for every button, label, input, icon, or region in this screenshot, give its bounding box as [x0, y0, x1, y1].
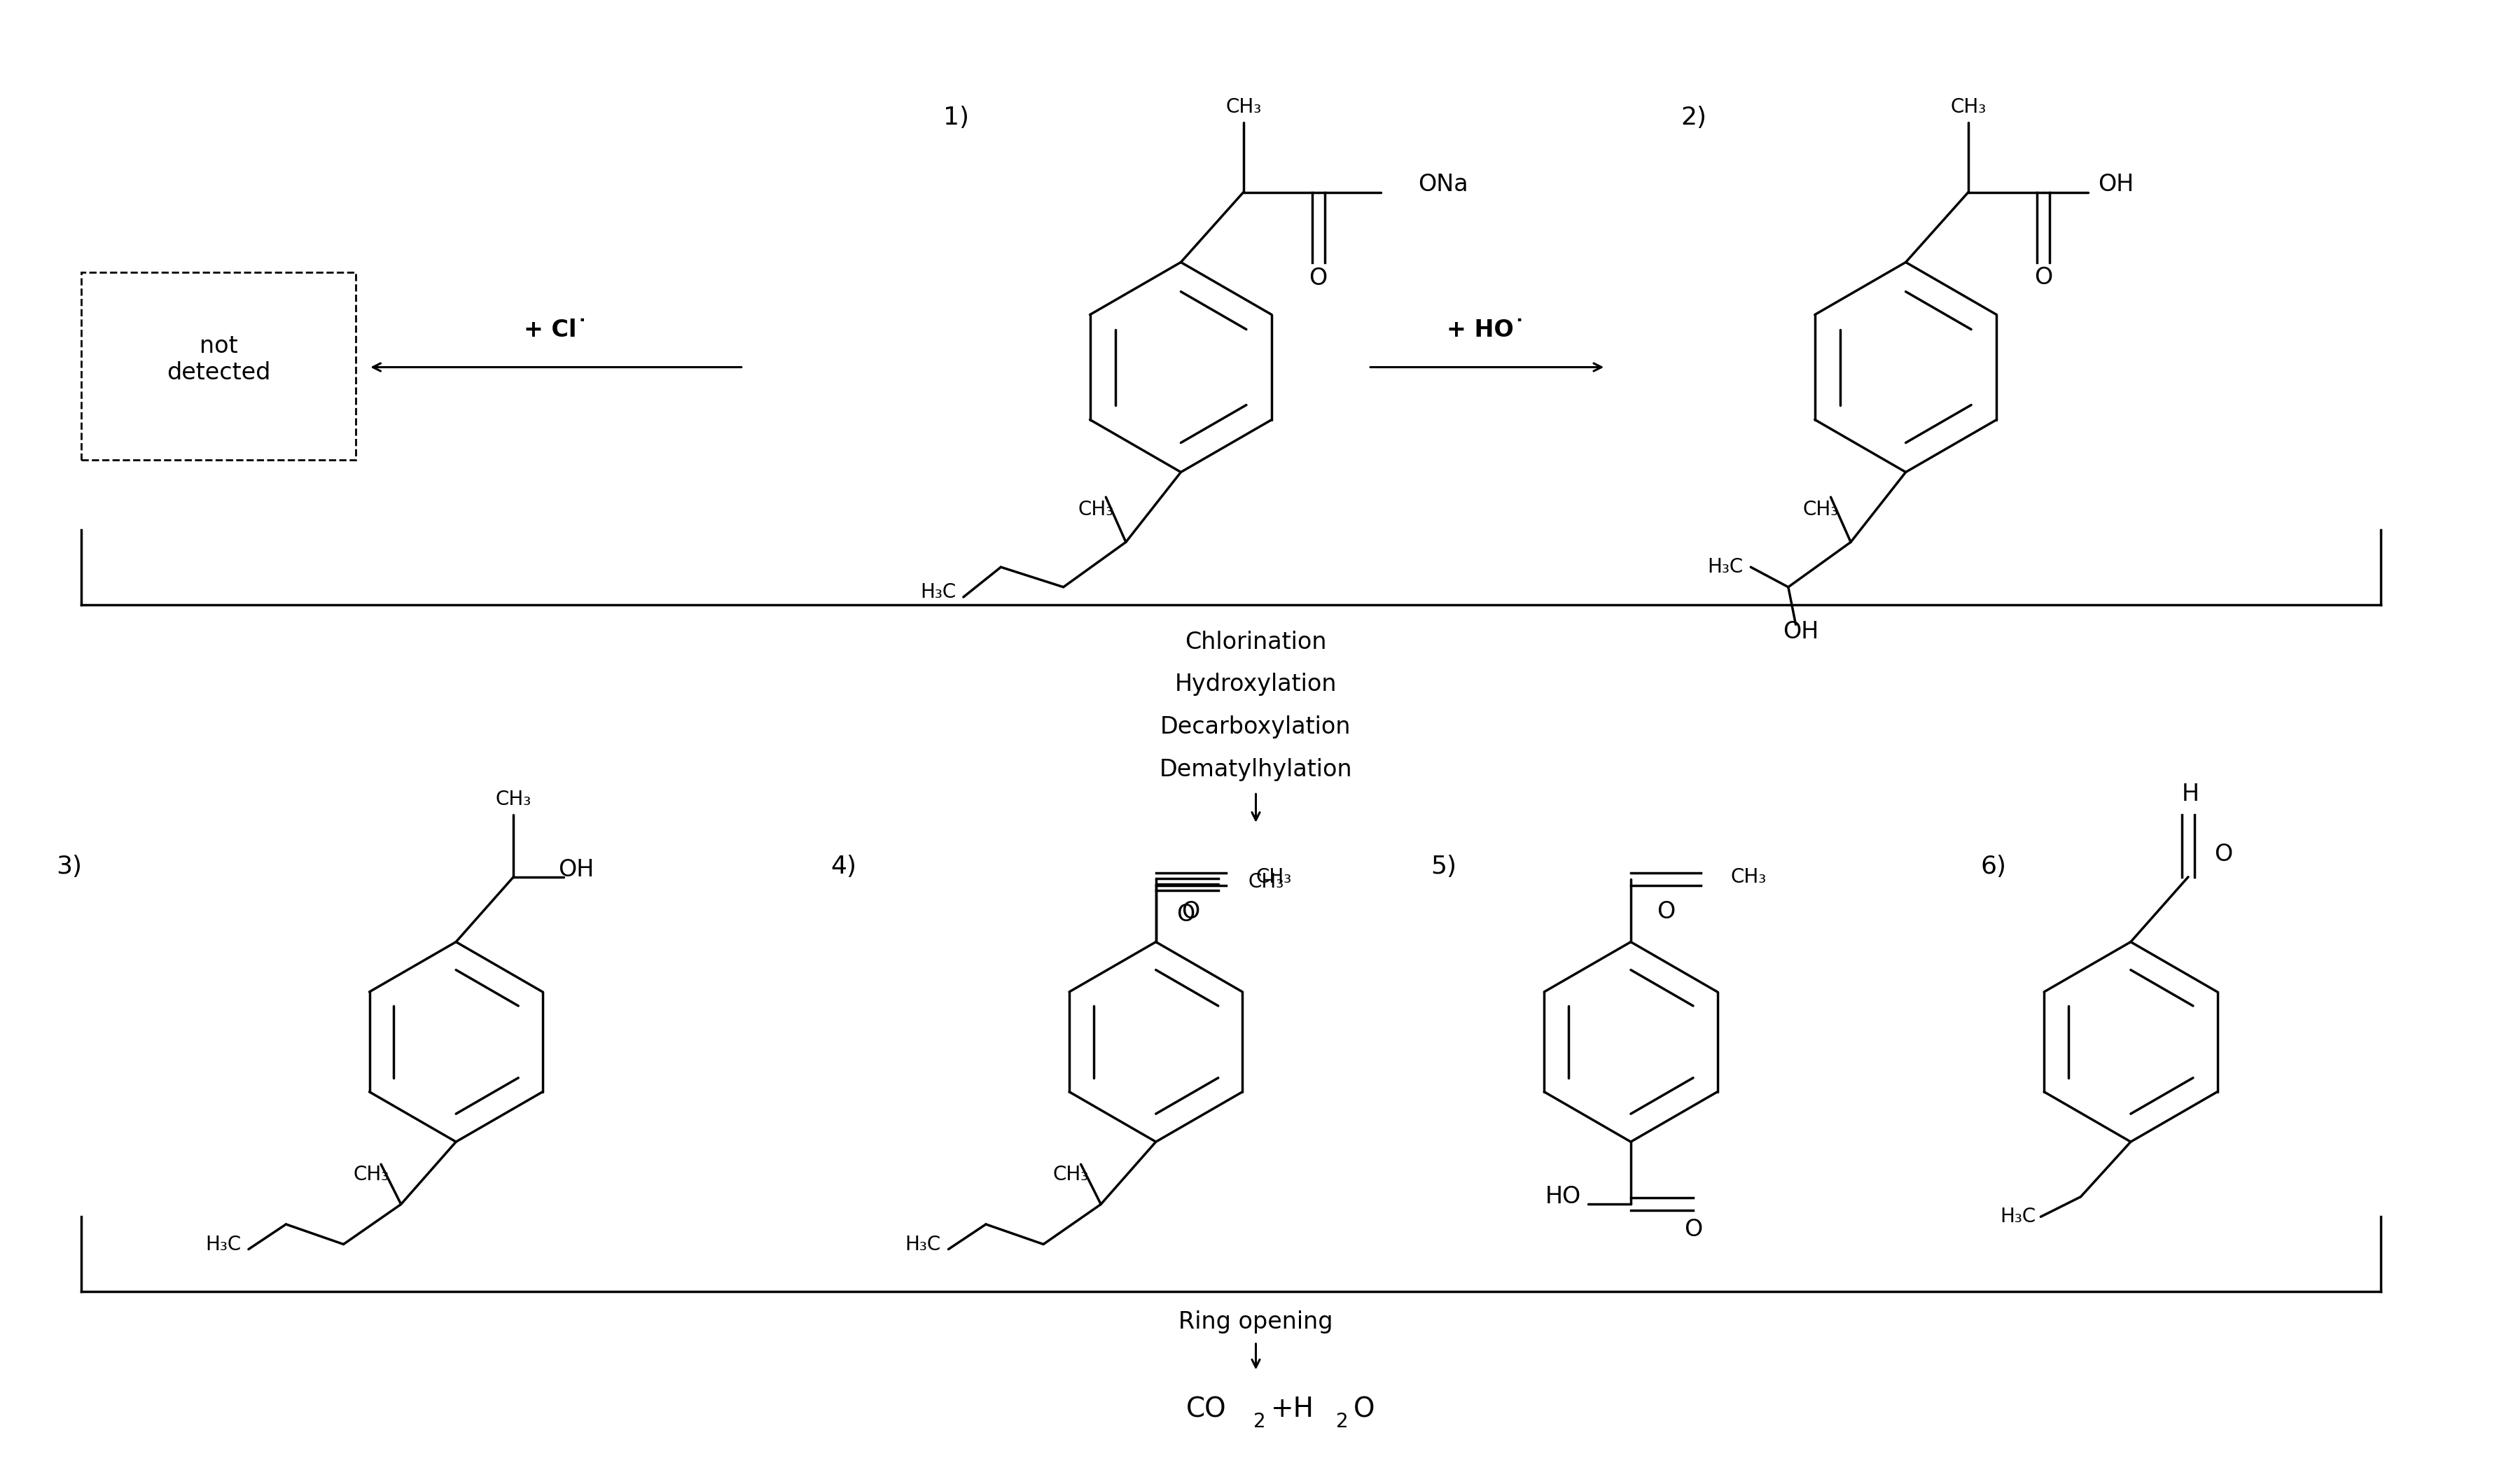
Text: CH₃: CH₃ — [354, 1165, 389, 1184]
Text: O: O — [1682, 1218, 1702, 1241]
Text: + HO˙: + HO˙ — [1446, 318, 1524, 341]
Text: H₃C: H₃C — [904, 1235, 942, 1254]
Text: OH: OH — [1783, 620, 1818, 644]
Text: CH₃: CH₃ — [1077, 500, 1112, 519]
Text: 6): 6) — [1981, 855, 2006, 879]
Text: O: O — [1308, 267, 1328, 289]
Text: CH₃: CH₃ — [1730, 867, 1765, 887]
Text: H₃C: H₃C — [1707, 558, 1743, 577]
Text: O: O — [2212, 843, 2232, 867]
Text: + Cl˙: + Cl˙ — [525, 318, 588, 341]
Text: O: O — [1353, 1396, 1374, 1423]
Text: OH: OH — [2097, 174, 2134, 196]
Text: 2: 2 — [1336, 1411, 1348, 1432]
Text: O: O — [1175, 902, 1195, 926]
Text: 2): 2) — [1680, 105, 1705, 129]
Text: H₃C: H₃C — [1999, 1206, 2034, 1227]
Text: CH₃: CH₃ — [1225, 98, 1261, 117]
Text: CH₃: CH₃ — [1052, 1165, 1090, 1184]
Text: 1): 1) — [944, 105, 969, 129]
Text: CO: CO — [1185, 1396, 1225, 1423]
Text: CH₃: CH₃ — [1949, 98, 1986, 117]
FancyBboxPatch shape — [80, 272, 357, 460]
Text: 3): 3) — [55, 855, 83, 879]
Text: H₃C: H₃C — [206, 1235, 241, 1254]
Text: H: H — [2182, 784, 2200, 806]
Text: O: O — [2034, 266, 2051, 289]
Text: Decarboxylation: Decarboxylation — [1160, 715, 1351, 739]
Text: 4): 4) — [831, 855, 856, 879]
Text: O: O — [1180, 901, 1200, 923]
Text: O: O — [1657, 901, 1675, 923]
Text: Dematylhylation: Dematylhylation — [1160, 758, 1351, 781]
Text: CH₃: CH₃ — [1248, 873, 1283, 892]
Text: 5): 5) — [1431, 855, 1456, 879]
Text: ONa: ONa — [1419, 174, 1469, 196]
Text: Hydroxylation: Hydroxylation — [1175, 672, 1336, 696]
Text: not
detected: not detected — [166, 335, 271, 384]
Text: OH: OH — [557, 858, 593, 881]
Text: H₃C: H₃C — [919, 582, 957, 603]
Text: Ring opening: Ring opening — [1178, 1310, 1333, 1333]
Text: 2: 2 — [1253, 1411, 1266, 1432]
Text: Chlorination: Chlorination — [1185, 631, 1326, 653]
Text: CH₃: CH₃ — [1256, 867, 1291, 887]
Text: HO: HO — [1544, 1186, 1579, 1208]
Text: +H: +H — [1271, 1396, 1313, 1423]
Text: CH₃: CH₃ — [1803, 500, 1838, 519]
Text: CH₃: CH₃ — [495, 789, 532, 809]
